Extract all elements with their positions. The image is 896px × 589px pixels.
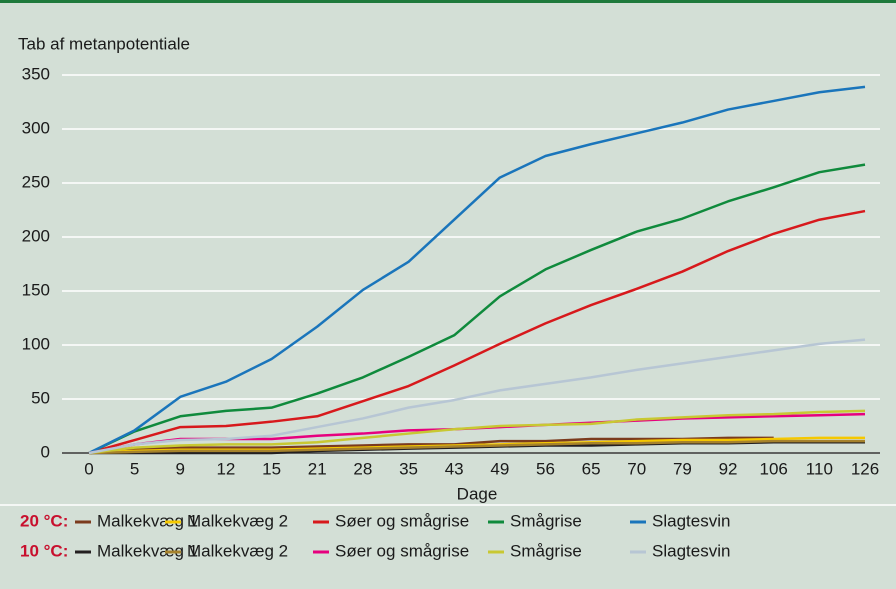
legend-label: Slagtesvin bbox=[652, 511, 730, 530]
x-axis-label: Dage bbox=[457, 484, 498, 503]
legend-label: Søer og smågrise bbox=[335, 541, 469, 560]
series-line bbox=[88, 436, 774, 455]
y-tick-label: 150 bbox=[22, 280, 50, 299]
legend-group-label: 10 °C: bbox=[20, 541, 68, 560]
x-tick-label: 79 bbox=[673, 459, 692, 478]
x-tick-label: 5 bbox=[130, 459, 139, 478]
series-line bbox=[88, 338, 866, 455]
y-tick-label: 100 bbox=[22, 334, 50, 353]
x-tick-label: 35 bbox=[399, 459, 418, 478]
x-tick-label: 92 bbox=[719, 459, 738, 478]
y-tick-label: 250 bbox=[22, 172, 50, 191]
legend-label: Slagtesvin bbox=[652, 541, 730, 560]
x-tick-label: 56 bbox=[536, 459, 555, 478]
legend-label: Smågrise bbox=[510, 541, 582, 560]
x-tick-label: 106 bbox=[760, 459, 788, 478]
x-tick-label: 110 bbox=[806, 459, 833, 478]
y-tick-label: 0 bbox=[41, 442, 50, 461]
legend-label: Malkekvæg 1 bbox=[97, 541, 198, 560]
legend-label: Malkekvæg 2 bbox=[187, 541, 288, 560]
legend-group-label: 20 °C: bbox=[20, 511, 68, 530]
x-tick-label: 0 bbox=[84, 459, 93, 478]
x-tick-label: 12 bbox=[216, 459, 235, 478]
y-tick-label: 200 bbox=[22, 226, 50, 245]
legend-label: Malkekvæg 1 bbox=[97, 511, 198, 530]
series-line bbox=[88, 209, 866, 455]
top-border bbox=[0, 0, 896, 3]
legend-label: Malkekvæg 2 bbox=[187, 511, 288, 530]
legend-label: Søer og smågrise bbox=[335, 511, 469, 530]
x-tick-label: 28 bbox=[353, 459, 372, 478]
y-tick-label: 350 bbox=[22, 64, 50, 83]
y-tick-label: 50 bbox=[31, 388, 50, 407]
x-tick-label: 49 bbox=[490, 459, 509, 478]
x-tick-label: 70 bbox=[627, 459, 646, 478]
x-tick-label: 126 bbox=[851, 459, 879, 478]
series-line bbox=[88, 85, 866, 455]
legend-label: Smågrise bbox=[510, 511, 582, 530]
series-line bbox=[88, 439, 865, 455]
x-tick-label: 43 bbox=[445, 459, 464, 478]
x-tick-label: 9 bbox=[176, 459, 185, 478]
y-axis-label: Tab af metanpotentiale bbox=[18, 34, 190, 53]
series-line bbox=[88, 163, 866, 455]
y-tick-label: 300 bbox=[22, 118, 50, 137]
x-tick-label: 15 bbox=[262, 459, 281, 478]
x-tick-label: 21 bbox=[308, 459, 327, 478]
x-tick-label: 65 bbox=[582, 459, 601, 478]
series-line bbox=[88, 409, 866, 455]
